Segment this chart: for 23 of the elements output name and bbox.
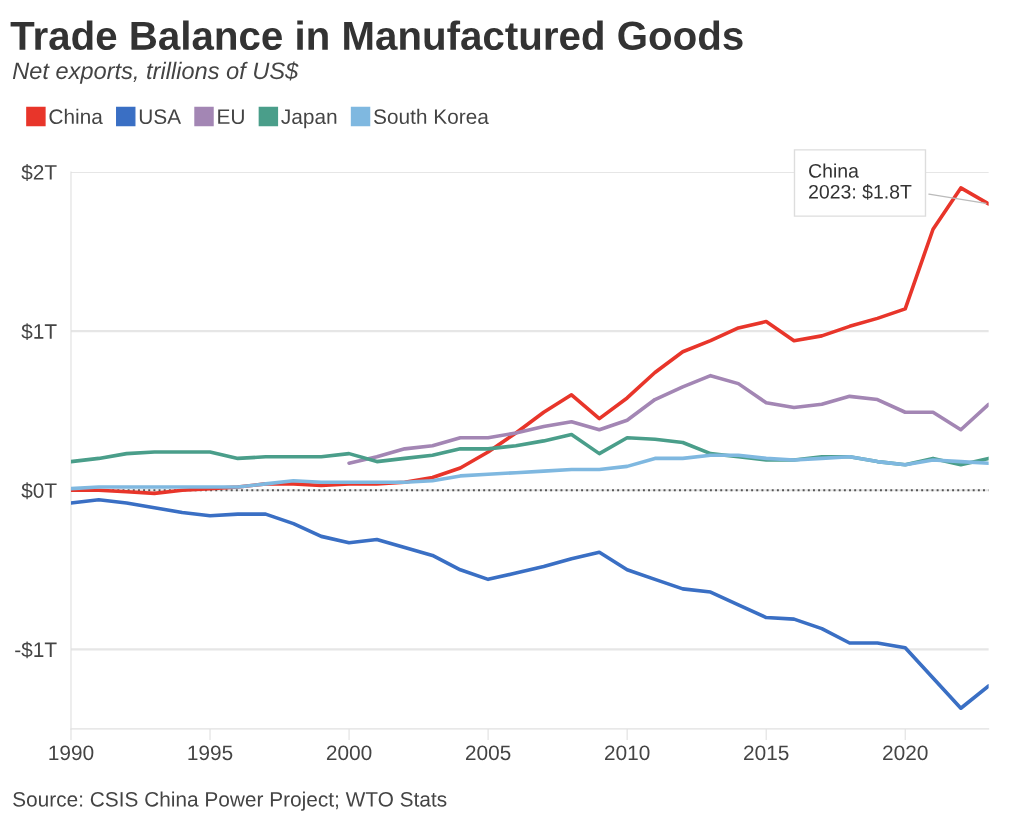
legend-label: USA — [139, 109, 182, 125]
x-tick-label: 1995 — [188, 745, 233, 761]
y-tick-label: $0T — [21, 482, 57, 500]
line-series — [70, 453, 989, 491]
chart-title: Trade Balance in Manufactured Goods — [10, 20, 743, 51]
line-series — [347, 373, 989, 465]
x-tick-label: 2000 — [326, 745, 372, 761]
line-series — [70, 497, 989, 711]
legend-label: South Korea — [373, 108, 489, 125]
y-tick-label: $1T — [21, 323, 57, 341]
x-tick-label: 2020 — [883, 745, 928, 761]
annotation: China 2023: $1.8T — [809, 163, 912, 200]
chart-subtitle: Net exports, trillions of US$ — [12, 61, 299, 84]
source-note: Source: CSIS China Power Project; WTO Stats — [13, 791, 447, 811]
y-tick-label: -$1T — [15, 641, 57, 659]
x-tick-label: 2010 — [605, 745, 650, 761]
legend-label: Japan — [281, 109, 337, 129]
legend-label: China — [49, 108, 103, 125]
x-tick-label: 2005 — [465, 745, 511, 761]
x-tick-label: 1990 — [49, 745, 94, 761]
x-tick-label: 2015 — [744, 745, 789, 761]
legend-label: EU — [218, 109, 244, 125]
y-tick-label: $2T — [21, 164, 57, 181]
